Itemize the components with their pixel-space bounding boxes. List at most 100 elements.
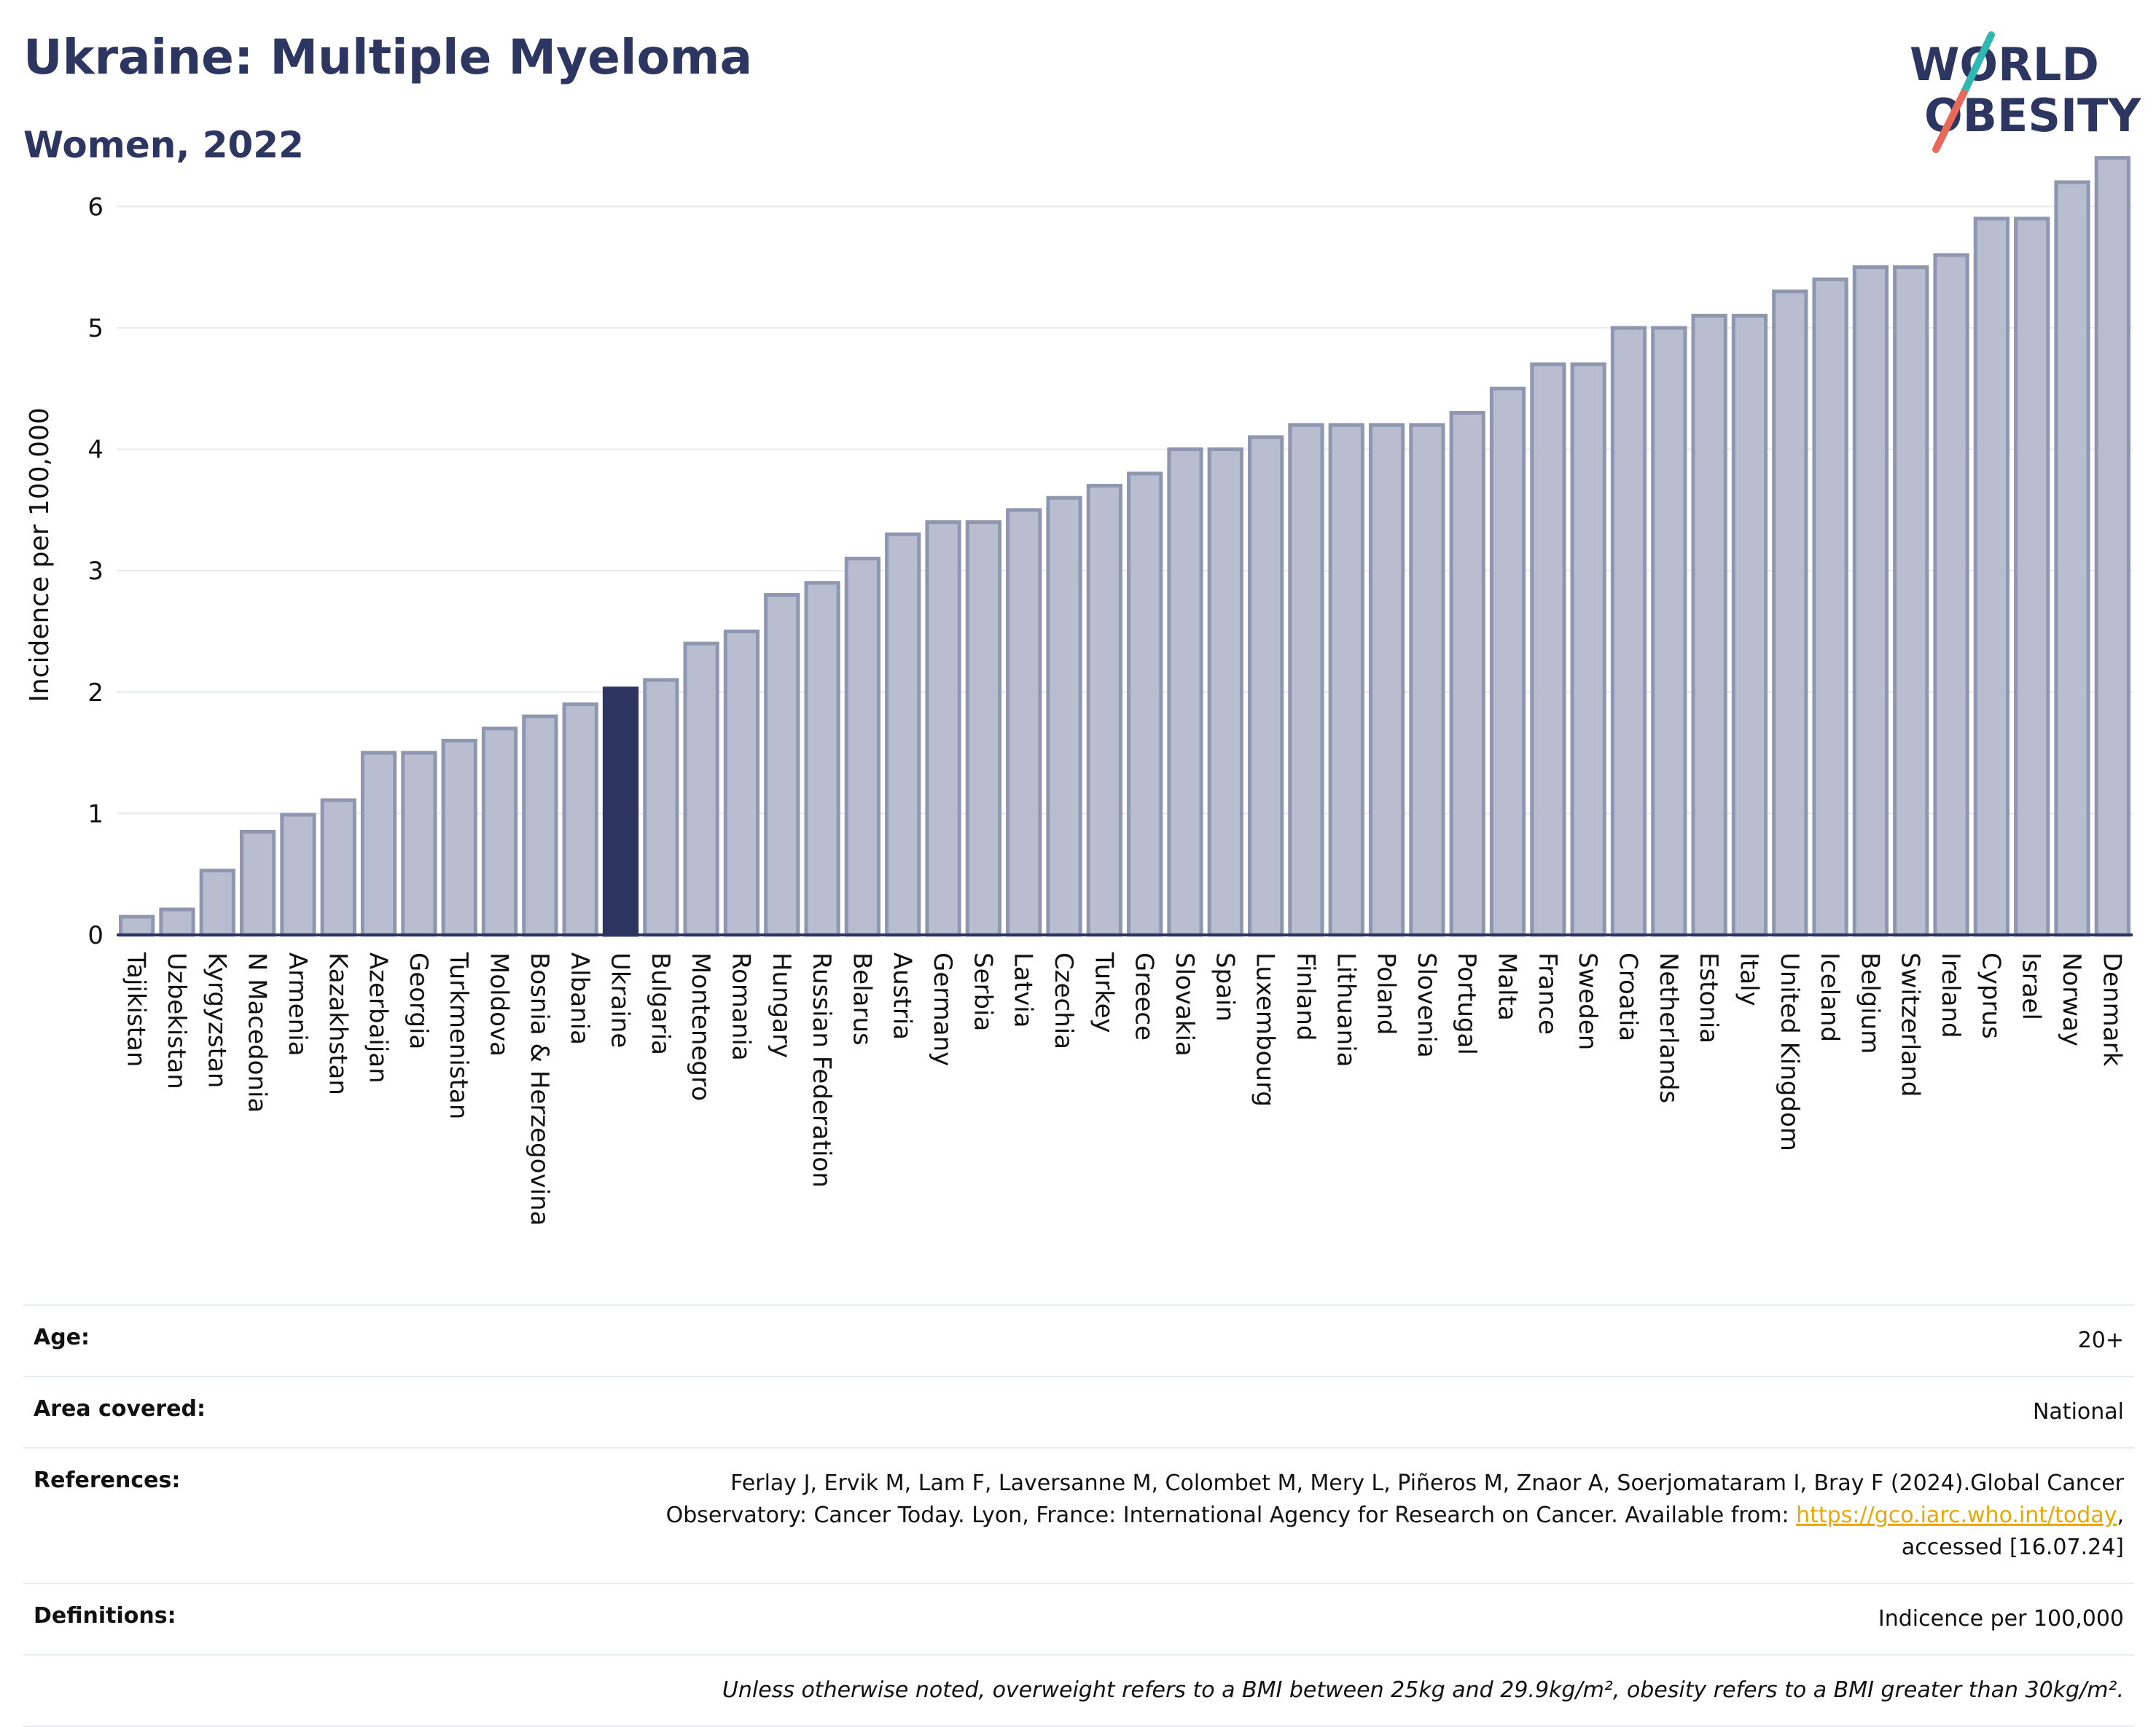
y-tick-label: 1: [87, 799, 103, 829]
x-tick-label: Bulgaria: [646, 952, 675, 1055]
bar: [2014, 216, 2050, 937]
x-tick-label: Finland: [1291, 952, 1320, 1041]
bar: [522, 714, 558, 937]
bar: [320, 798, 356, 937]
bar: [1973, 216, 2010, 937]
references-value: Ferlay J, Ervik M, Lam F, Laversanne M, …: [666, 1468, 2124, 1564]
x-tick-label: Cyprus: [1976, 952, 2005, 1039]
bar-chart: 0 1 2 3 4 5 6 Tajikistan Uzbekistan Kyrgyzstan N …: [25, 156, 2133, 1226]
x-tick-label: Poland: [1372, 952, 1401, 1035]
x-tick-label: Luxembourg: [1251, 952, 1280, 1107]
bar: [965, 520, 1002, 937]
y-tick-label: 5: [87, 314, 103, 343]
x-tick-label: Denmark: [2097, 952, 2126, 1067]
x-tick-label: Russian Federation: [807, 952, 836, 1188]
bar: [1691, 313, 1727, 937]
y-axis-label: Incidence per 100,000: [25, 407, 55, 702]
x-tick-label: Greece: [1130, 952, 1159, 1041]
bar: [360, 751, 397, 937]
x-tick-label: Spain: [1210, 952, 1239, 1022]
x-tick-label: Italy: [1734, 952, 1763, 1006]
area-value: National: [2032, 1399, 2124, 1425]
x-tick-label: Romania: [726, 952, 755, 1061]
area-label: Area covered:: [34, 1396, 206, 1422]
references-label: References:: [34, 1468, 181, 1493]
bar: [1127, 471, 1163, 937]
x-tick-label: Armenia: [283, 952, 312, 1057]
bar: [1852, 265, 1889, 937]
x-tick-label: Croatia: [1614, 952, 1643, 1041]
x-tick-label: United Kingdom: [1775, 952, 1804, 1151]
x-tick-label: Belarus: [847, 952, 876, 1046]
bar: [1368, 423, 1405, 937]
bar: [1288, 423, 1324, 937]
x-tick-label: Serbia: [968, 952, 997, 1031]
bar: [1046, 496, 1082, 937]
x-tick-label: Latvia: [1009, 952, 1038, 1028]
bar: [1812, 277, 1848, 937]
bars: [119, 156, 2130, 937]
x-tick-label: Belgium: [1855, 952, 1884, 1054]
x-tick-label: Kazakhstan: [323, 952, 352, 1095]
bar: [239, 829, 276, 937]
bar-highlight: [602, 686, 639, 937]
bar: [280, 812, 316, 937]
bar: [1247, 435, 1284, 937]
world-obesity-logo: WORLD OBESITY: [1910, 31, 2141, 153]
bar: [1328, 423, 1364, 937]
age-value: 20+: [2077, 1328, 2124, 1353]
definitions-value: Indicence per 100,000: [1878, 1606, 2124, 1632]
x-tick-label: Malta: [1493, 952, 1522, 1021]
x-tick-label: N Macedonia: [243, 952, 272, 1113]
bar: [1207, 447, 1243, 937]
bar: [1489, 386, 1526, 937]
info-row-area: Area covered: National: [23, 1376, 2134, 1447]
x-tick-label: Uzbekistan: [162, 952, 191, 1089]
bar: [683, 641, 719, 937]
x-tick-label: Kyrgyzstan: [202, 952, 231, 1088]
references-line2-prefix: Observatory: Cancer Today. Lyon, France:…: [665, 1503, 1797, 1528]
references-line1: Ferlay J, Ervik M, Lam F, Laversanne M, …: [730, 1471, 2124, 1496]
references-link[interactable]: https://gco.iarc.who.int/today: [1796, 1503, 2117, 1528]
x-tick-label: Czechia: [1049, 952, 1078, 1049]
y-tick-label: 3: [87, 557, 103, 586]
x-tick-label: Netherlands: [1654, 952, 1683, 1103]
bar: [1409, 423, 1445, 937]
x-tick-label: Germany: [928, 952, 957, 1066]
age-label: Age:: [34, 1325, 90, 1350]
bar: [1731, 313, 1768, 937]
x-tick-label: Slovakia: [1170, 952, 1199, 1057]
bar: [1570, 362, 1606, 937]
bar: [643, 678, 679, 937]
y-tick-label: 4: [87, 436, 103, 465]
bar: [1086, 484, 1122, 937]
bar: [804, 581, 840, 937]
bar: [1893, 265, 1929, 937]
bar: [119, 915, 155, 937]
bar: [481, 727, 518, 937]
bar: [2094, 156, 2130, 937]
bar: [1449, 411, 1485, 937]
bar: [844, 556, 881, 937]
definition-note: Unless otherwise noted, overweight refer…: [722, 1677, 2124, 1703]
definitions-label: Definitions:: [34, 1603, 176, 1629]
bar: [401, 751, 437, 937]
x-tick-label: Ireland: [1936, 952, 1965, 1038]
bar: [1610, 326, 1647, 937]
bar: [159, 907, 195, 937]
x-tick-label: Albania: [565, 952, 594, 1045]
bar: [199, 869, 235, 937]
y-tick-label: 6: [87, 192, 103, 222]
x-tick-label: Tajikistan: [122, 952, 151, 1067]
x-tick-label: Israel: [2017, 952, 2046, 1020]
x-tick-label: Estonia: [1694, 952, 1723, 1043]
bar: [1651, 326, 1687, 937]
bar: [723, 629, 760, 937]
info-table: Age: 20+ Area covered: National Referenc…: [23, 1304, 2134, 1727]
logo-line1: WORLD: [1910, 38, 2099, 91]
x-tick-label: Bosnia & Herzegovina: [525, 952, 554, 1226]
x-axis: Tajikistan Uzbekistan Kyrgyzstan N Macedoni…: [117, 933, 2133, 1226]
bar: [2054, 180, 2090, 937]
x-tick-label: Georgia: [404, 952, 433, 1049]
y-tick-label: 0: [87, 921, 103, 950]
